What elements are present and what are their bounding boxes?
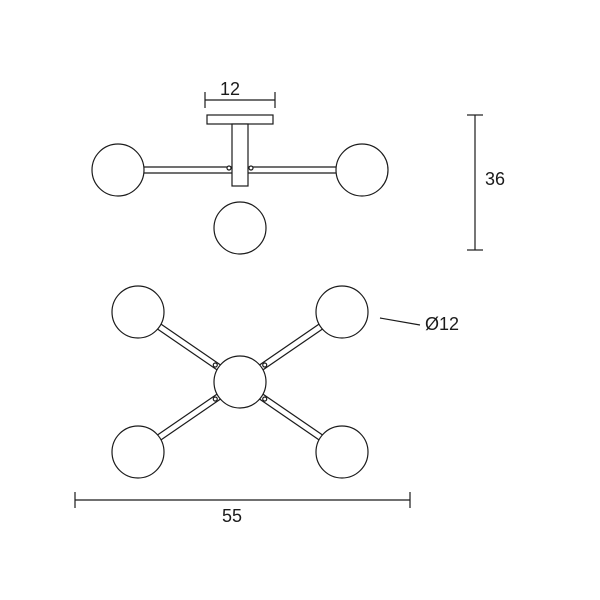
svg-text:36: 36 <box>485 169 505 189</box>
side-globe-0 <box>92 144 144 196</box>
side-globe-2 <box>214 202 266 254</box>
svg-text:Ø12: Ø12 <box>425 314 459 334</box>
plan-globe-0 <box>112 286 164 338</box>
plan-globe-2 <box>112 426 164 478</box>
stem <box>232 124 248 186</box>
side-globe-1 <box>336 144 388 196</box>
plan-globe-3 <box>316 426 368 478</box>
plan-globe-1 <box>316 286 368 338</box>
plan-globe-4 <box>214 356 266 408</box>
canopy <box>207 115 273 124</box>
svg-text:12: 12 <box>220 79 240 99</box>
svg-text:55: 55 <box>222 506 242 526</box>
